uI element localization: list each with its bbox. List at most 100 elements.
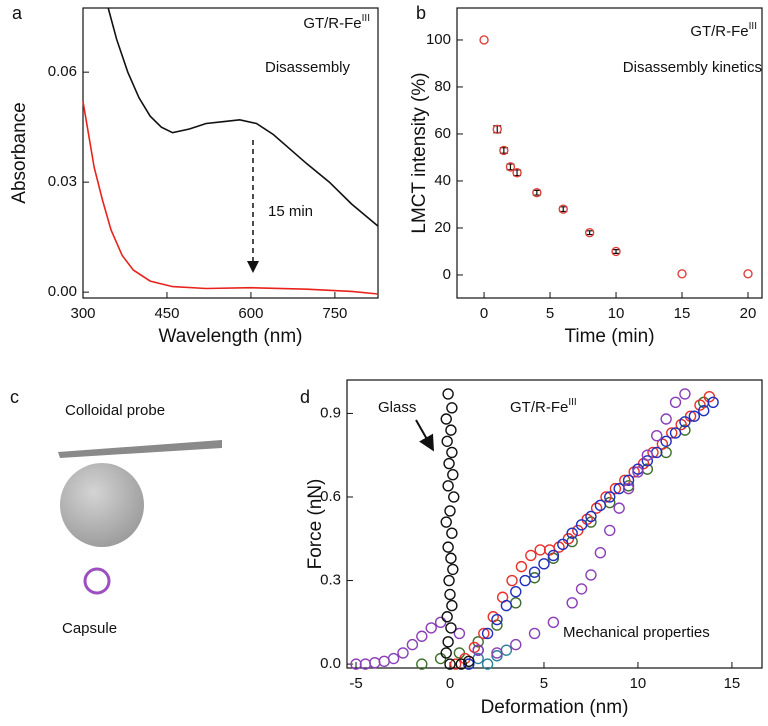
- y-tick-label: 40: [434, 172, 451, 189]
- marker: [491, 613, 503, 626]
- marker: [442, 636, 454, 648]
- marker: [585, 510, 597, 523]
- x-tick-label: 15: [724, 675, 741, 692]
- marker: [479, 35, 489, 45]
- annotation: Disassembly kinetics: [623, 59, 762, 76]
- marker: [622, 474, 635, 486]
- y-tick-label: 0.9: [320, 404, 341, 421]
- marker: [446, 446, 458, 459]
- annotation-sup: III: [749, 21, 757, 32]
- marker: [528, 627, 541, 640]
- x-tick-label: 10: [630, 675, 647, 692]
- x-tick-label: 10: [608, 305, 625, 322]
- plot-frame: [456, 7, 763, 299]
- marker: [566, 597, 578, 609]
- marker: [481, 658, 494, 670]
- marker: [472, 636, 484, 648]
- marker: [558, 204, 568, 214]
- annotation: GT/R-FeIII: [303, 13, 370, 32]
- marker: [677, 269, 687, 279]
- marker: [441, 611, 453, 623]
- marker: [442, 388, 454, 400]
- y-tick-label: 0.00: [48, 283, 77, 300]
- annotation-text: Mechanical properties: [563, 624, 710, 641]
- y-tick-label: 0: [443, 266, 451, 283]
- marker: [604, 524, 616, 537]
- marker: [491, 647, 503, 659]
- marker: [743, 269, 753, 279]
- annotation: 15 min: [268, 203, 313, 220]
- marker: [453, 647, 466, 659]
- plot-frame: [346, 379, 763, 669]
- marker: [446, 599, 458, 612]
- marker: [585, 569, 597, 581]
- annotation-text: Disassembly: [265, 59, 351, 76]
- marker: [703, 391, 716, 403]
- marker: [444, 658, 456, 670]
- marker: [557, 538, 569, 551]
- marker: [448, 491, 460, 503]
- x-tick-label: 5: [546, 305, 554, 322]
- capsule: [83, 567, 111, 595]
- y-tick-label: 0.6: [320, 488, 341, 505]
- panel-label: c: [10, 387, 19, 407]
- x-tick-label: 5: [540, 675, 548, 692]
- marker: [698, 404, 710, 417]
- marker: [613, 502, 625, 514]
- marker: [397, 647, 409, 659]
- marker: [604, 491, 616, 503]
- x-tick-label: 15: [674, 305, 691, 322]
- panel-label: a: [12, 3, 23, 23]
- marker: [707, 396, 719, 408]
- y-axis-title: LMCT intensity (%): [409, 72, 430, 233]
- annotation-text: GT/R-Fe: [690, 23, 748, 40]
- marker: [387, 652, 400, 665]
- marker: [445, 622, 457, 634]
- marker: [444, 505, 456, 517]
- cantilever: [58, 440, 222, 458]
- marker: [441, 435, 453, 447]
- marker: [647, 446, 659, 459]
- marker: [446, 527, 458, 539]
- annotation: Mechanical properties: [563, 624, 710, 641]
- marker: [425, 622, 437, 634]
- marker: [622, 482, 635, 495]
- marker: [538, 558, 550, 570]
- marker: [481, 627, 494, 640]
- marker: [499, 145, 509, 156]
- marker: [369, 657, 381, 669]
- x-tick-label: 450: [154, 305, 179, 322]
- marker: [455, 658, 467, 670]
- marker: [505, 162, 516, 172]
- marker: [510, 638, 522, 651]
- marker: [566, 527, 578, 539]
- x-axis-title: Deformation (nm): [481, 697, 629, 718]
- annotation: Disassembly: [265, 59, 351, 76]
- marker: [528, 566, 541, 578]
- marker: [453, 627, 466, 640]
- marker: [611, 246, 621, 257]
- marker: [679, 416, 691, 428]
- marker: [594, 546, 607, 559]
- marker: [510, 585, 522, 598]
- annotation-text: 15 min: [268, 203, 313, 220]
- marker: [572, 524, 584, 537]
- marker: [434, 616, 447, 629]
- marker: [445, 424, 457, 436]
- marker: [478, 627, 490, 640]
- x-tick-label: 600: [238, 305, 263, 322]
- marker: [660, 413, 672, 425]
- x-axis-title: Wavelength (nm): [159, 326, 303, 347]
- y-axis-title: Force (nN): [305, 479, 326, 570]
- marker: [463, 658, 475, 670]
- y-tick-label: 60: [434, 125, 451, 142]
- annotation-text: Glass: [378, 399, 416, 416]
- y-tick-label: 80: [434, 78, 451, 95]
- marker: [594, 499, 607, 512]
- marker: [651, 430, 663, 442]
- error-bar: [532, 189, 541, 196]
- x-tick-label: 20: [740, 305, 757, 322]
- marker: [515, 560, 528, 573]
- annotation: GT/R-FeIII: [690, 21, 757, 40]
